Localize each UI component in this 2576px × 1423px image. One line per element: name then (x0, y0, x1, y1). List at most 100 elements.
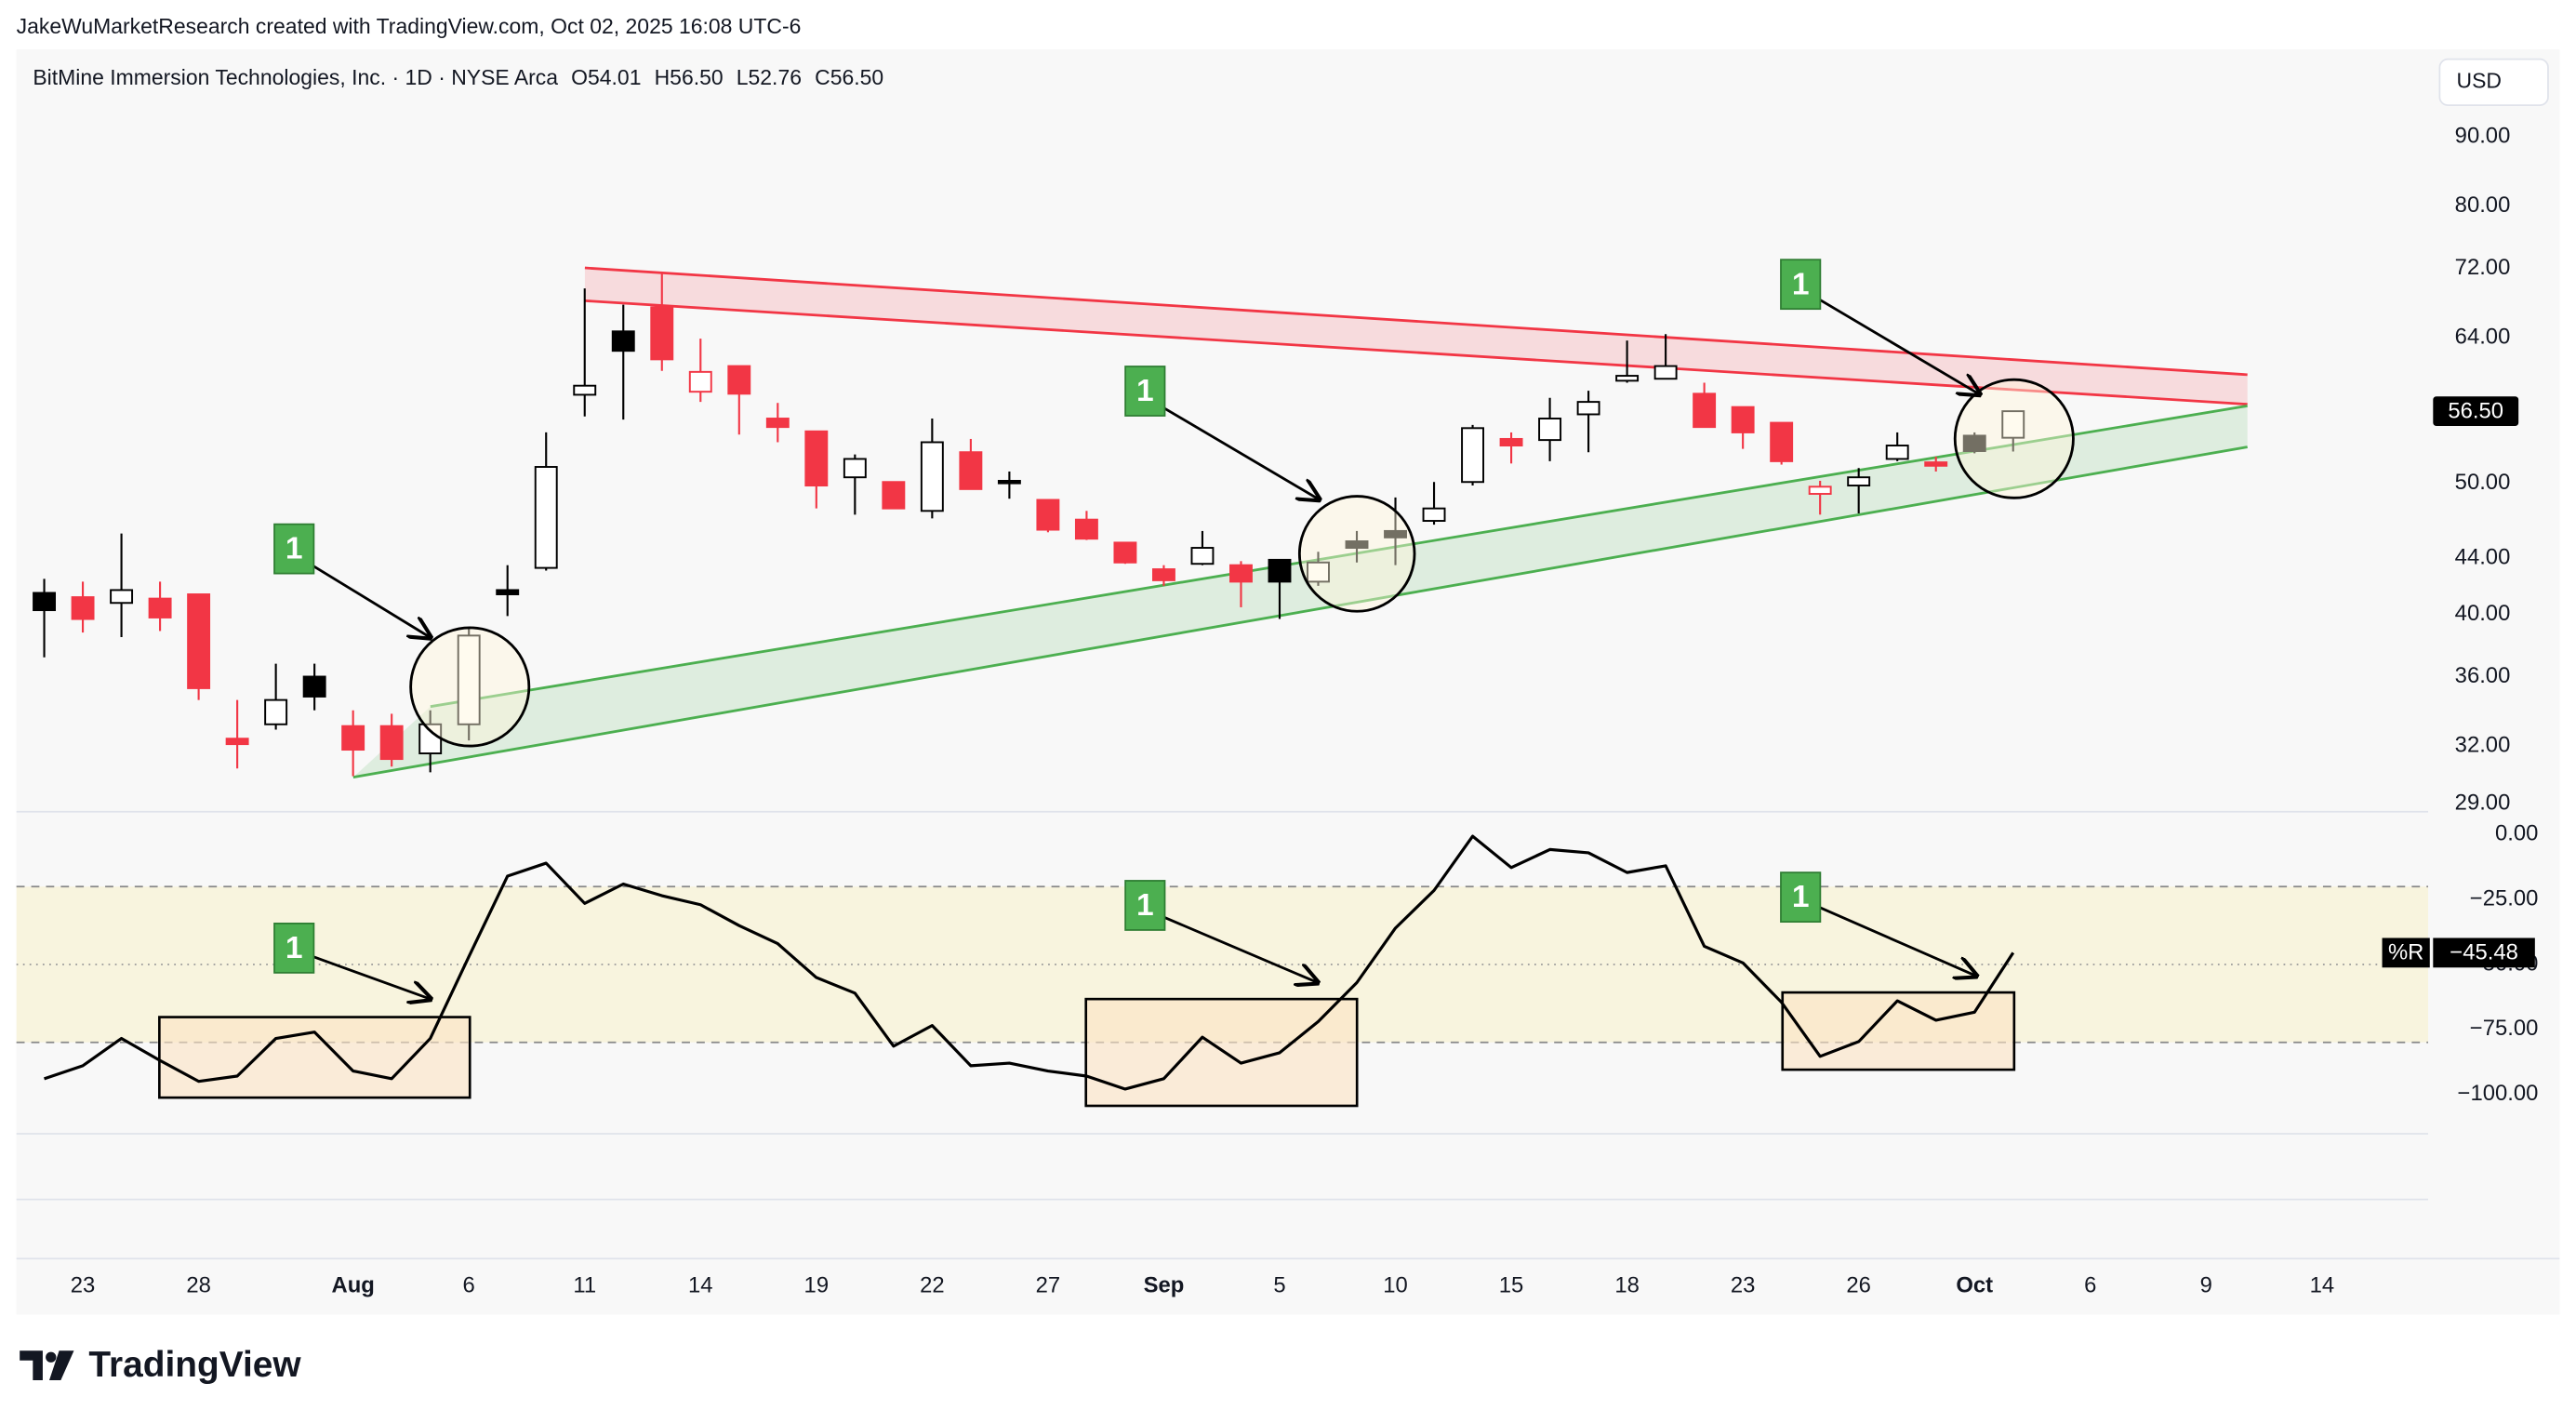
support-line (352, 446, 2248, 779)
y-tick-label: 36.00 (2455, 663, 2511, 688)
highlight-box (1084, 997, 1359, 1108)
candle-body (1074, 518, 1098, 540)
label-text: 1 (285, 532, 303, 566)
candle-body (959, 451, 983, 490)
candle-body (1847, 476, 1871, 487)
credit: JakeWuMarketResearch created with Tradin… (17, 14, 802, 38)
candle-body (341, 725, 365, 751)
ohlc-value: 54.01 (588, 65, 641, 89)
candle-body (1770, 421, 1794, 462)
x-tick-label: Oct (1956, 1273, 1993, 1298)
value-tag (2433, 938, 2535, 968)
candle-body (1499, 437, 1523, 447)
candle-body (1576, 401, 1600, 416)
symbol-title: BitMine Immersion Technologies, Inc. · 1… (33, 65, 883, 89)
candle-body (611, 330, 635, 352)
ohlc-key: H (655, 65, 671, 89)
x-tick-label: Aug (331, 1273, 374, 1298)
y-tick-label: 40.00 (2455, 601, 2511, 626)
y-tick-label: 64.00 (2455, 324, 2511, 349)
candle-body (33, 592, 57, 612)
x-tick-label: 10 (1383, 1273, 1408, 1298)
chart-area (16, 49, 2560, 1315)
candle-body (1962, 434, 1986, 452)
x-tick-label: 23 (1731, 1273, 1756, 1298)
x-tick-label: 19 (804, 1273, 830, 1298)
indicator-line (44, 834, 2015, 1091)
y-tick-label: −25.00 (2470, 886, 2539, 911)
candle-body (650, 306, 674, 361)
ohlc-key: C (815, 65, 830, 89)
candle-body (1268, 558, 1292, 583)
candle-body (1538, 418, 1562, 442)
currency-box[interactable] (2438, 58, 2549, 107)
candle-body (71, 596, 95, 620)
currency: USD (2457, 68, 2502, 92)
candle-body (765, 418, 790, 429)
brand: TradingView (88, 1345, 301, 1385)
ohlc-value: 56.50 (830, 65, 883, 89)
arrow (1162, 915, 1318, 983)
candle-body (997, 480, 1021, 485)
ohlc-value: 56.50 (670, 65, 723, 89)
candle-body (457, 634, 481, 725)
highlight-circle (1297, 495, 1416, 613)
ohlc-key: L (737, 65, 749, 89)
arrow (311, 564, 431, 638)
y-tick-label: −100.00 (2458, 1081, 2539, 1106)
y-tick-label: 72.00 (2455, 255, 2511, 280)
y-tick-label: 0.00 (2495, 821, 2538, 846)
series-name-tag (2382, 938, 2430, 968)
label-text: 1 (285, 931, 303, 965)
candle-body (187, 593, 211, 689)
candle-body (496, 589, 520, 595)
x-tick-label: 15 (1499, 1273, 1524, 1298)
candle-body (534, 466, 558, 569)
x-tick-label: 5 (1273, 1273, 1285, 1298)
candle-body (379, 725, 404, 761)
price-tag (2433, 396, 2519, 427)
x-tick-label: 23 (71, 1273, 96, 1298)
arrow (1162, 406, 1320, 499)
y-tick-label: −75.00 (2470, 1016, 2539, 1041)
candle-body (1693, 392, 1717, 429)
marks (33, 273, 2025, 1091)
x-tick-label: 11 (573, 1273, 596, 1298)
x-tick-label: 22 (920, 1273, 945, 1298)
candle-body (1229, 564, 1253, 583)
x-tick-label: 26 (1846, 1273, 1871, 1298)
candle-body (2001, 410, 2025, 439)
candle-body (1461, 427, 1485, 484)
candle-body (1808, 485, 1832, 495)
candle-body (1885, 445, 1909, 460)
title: BitMine Immersion Technologies, Inc. · 1… (33, 65, 558, 89)
x-tick-label: Sep (1144, 1273, 1185, 1298)
candle-body (843, 458, 867, 479)
candle-body (1307, 561, 1330, 583)
label-text: 1 (1792, 880, 1810, 914)
label-box (1124, 366, 1166, 417)
x-tick-label: 28 (186, 1273, 211, 1298)
label-box (1124, 880, 1166, 931)
candle-body (1384, 529, 1407, 539)
value-tag-label: −45.48 (2450, 940, 2518, 965)
x-tick-label: 18 (1614, 1273, 1640, 1298)
candle-body (727, 365, 751, 395)
x-tick-label: 14 (2310, 1273, 2335, 1298)
candle-body (688, 370, 712, 393)
x-tick-label: 6 (2084, 1273, 2096, 1298)
y-tick-label: 80.00 (2455, 193, 2511, 218)
candle-body (804, 430, 829, 487)
candle-body (225, 738, 249, 746)
x-tick-label: 14 (688, 1273, 713, 1298)
x-tick-label: 9 (2200, 1273, 2212, 1298)
support-channel (352, 406, 2248, 778)
candle-body (302, 675, 326, 698)
arrow (1817, 298, 1980, 394)
candle-body (920, 441, 944, 512)
label-box (273, 523, 315, 575)
y-tick-label: 90.00 (2455, 124, 2511, 149)
candle-body (1151, 568, 1175, 581)
